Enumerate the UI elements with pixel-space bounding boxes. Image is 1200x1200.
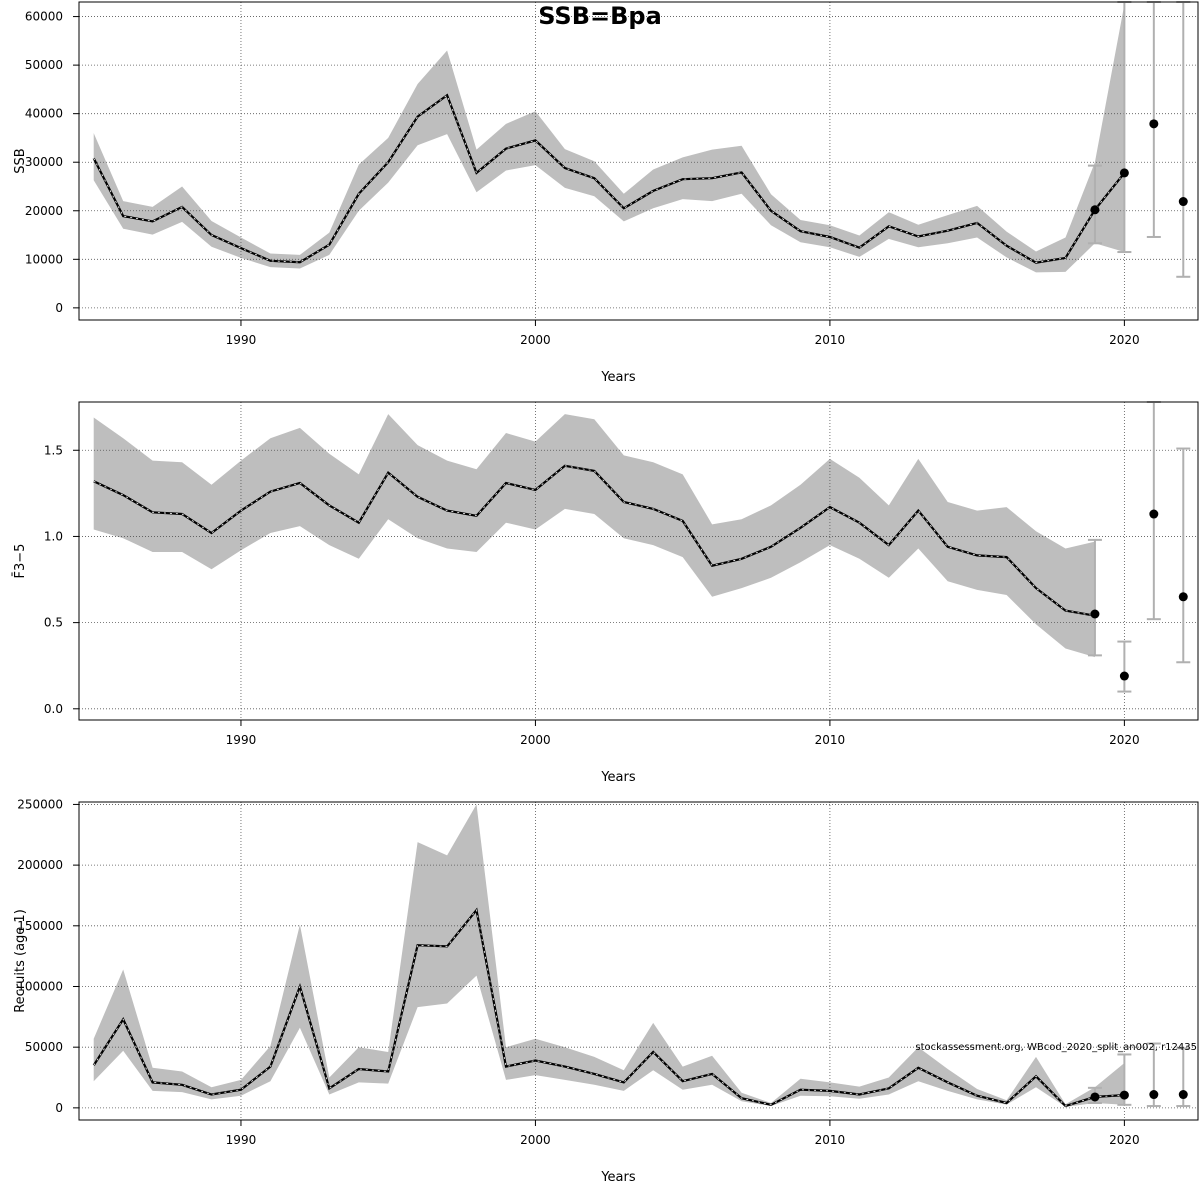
y-tick-label: 0 xyxy=(55,301,63,315)
panel-ssb: 1990 2000 2010 2020 0 10000 20000 30000 40000 500… xyxy=(13,1,1199,385)
y-tick-label: 10000 xyxy=(25,252,63,266)
x-tick-label: 1990 xyxy=(226,333,257,347)
x-tick-label: 2020 xyxy=(1109,333,1140,347)
forecast-point xyxy=(1149,119,1159,129)
confidence-band xyxy=(93,414,1095,658)
y-tick-label: 200000 xyxy=(17,858,63,872)
y-tick-label: 20000 xyxy=(25,204,63,218)
x-tick-label: 2010 xyxy=(815,1133,846,1147)
panel-recruits: 1990 2000 2010 2020 0 50000 100000 150000 200000… xyxy=(13,797,1199,1185)
y-tick-label: 1.5 xyxy=(44,443,63,457)
x-axis-title: Years xyxy=(600,370,636,385)
forecast-point xyxy=(1149,509,1159,519)
forecast-point xyxy=(1090,609,1100,619)
estimate-line-dash xyxy=(93,909,1125,1107)
y-tick-label: 50000 xyxy=(25,58,63,72)
y-tick-label: 150000 xyxy=(17,919,63,933)
y-tick-label: 250000 xyxy=(17,797,63,811)
x-tick-label: 2000 xyxy=(520,733,551,747)
forecast-point xyxy=(1178,1090,1188,1100)
estimate-line-dash xyxy=(93,94,1125,264)
y-axis-title: SSB xyxy=(13,148,28,173)
x-axis-title: Years xyxy=(600,770,636,785)
y-tick-label: 60000 xyxy=(25,10,63,24)
x-tick-label: 2010 xyxy=(815,333,846,347)
confidence-band xyxy=(93,4,1125,273)
x-tick-label: 2000 xyxy=(520,333,551,347)
forecast-point xyxy=(1149,1090,1159,1100)
main-title: SSB=Bpa xyxy=(538,2,662,30)
forecast-point xyxy=(1119,1090,1129,1100)
x-tick-label: 2010 xyxy=(815,733,846,747)
panel-frame xyxy=(78,801,1199,1121)
x-tick-label: 2000 xyxy=(520,1133,551,1147)
forecast-point xyxy=(1119,168,1129,178)
y-tick-label: 0 xyxy=(55,1101,63,1115)
y-tick-label: 40000 xyxy=(25,107,63,121)
estimate-line xyxy=(93,464,1096,617)
forecast-point xyxy=(1119,671,1129,681)
y-tick-label: 0.0 xyxy=(44,702,63,716)
panel-frame xyxy=(78,401,1199,721)
y-tick-label: 0.5 xyxy=(44,616,63,630)
x-tick-label: 1990 xyxy=(226,1133,257,1147)
forecast-point xyxy=(1178,197,1188,207)
confidence-band xyxy=(93,804,1125,1107)
x-tick-label: 2020 xyxy=(1109,1133,1140,1147)
x-tick-label: 1990 xyxy=(226,733,257,747)
y-axis-title: F̄3−5 xyxy=(13,544,28,579)
y-tick-label: 30000 xyxy=(25,155,63,169)
panel-fbar: 1990 2000 2010 2020 0.0 0.5 1.0 1.5 Years F̄3−5 xyxy=(13,401,1199,785)
forecast-point xyxy=(1178,592,1188,602)
forecast-point xyxy=(1090,1092,1100,1102)
y-tick-label: 1.0 xyxy=(44,529,63,543)
forecast-point xyxy=(1090,205,1100,215)
footnote-text: stockassessment.org, WBcod_2020_split_an… xyxy=(915,1042,1197,1053)
y-tick-label: 100000 xyxy=(17,979,63,993)
y-axis-title: Recruits (age 1) xyxy=(13,909,28,1013)
y-tick-label: 50000 xyxy=(25,1040,63,1054)
x-axis-title: Years xyxy=(600,1170,636,1185)
x-tick-label: 2020 xyxy=(1109,733,1140,747)
panel-frame xyxy=(78,1,1199,321)
